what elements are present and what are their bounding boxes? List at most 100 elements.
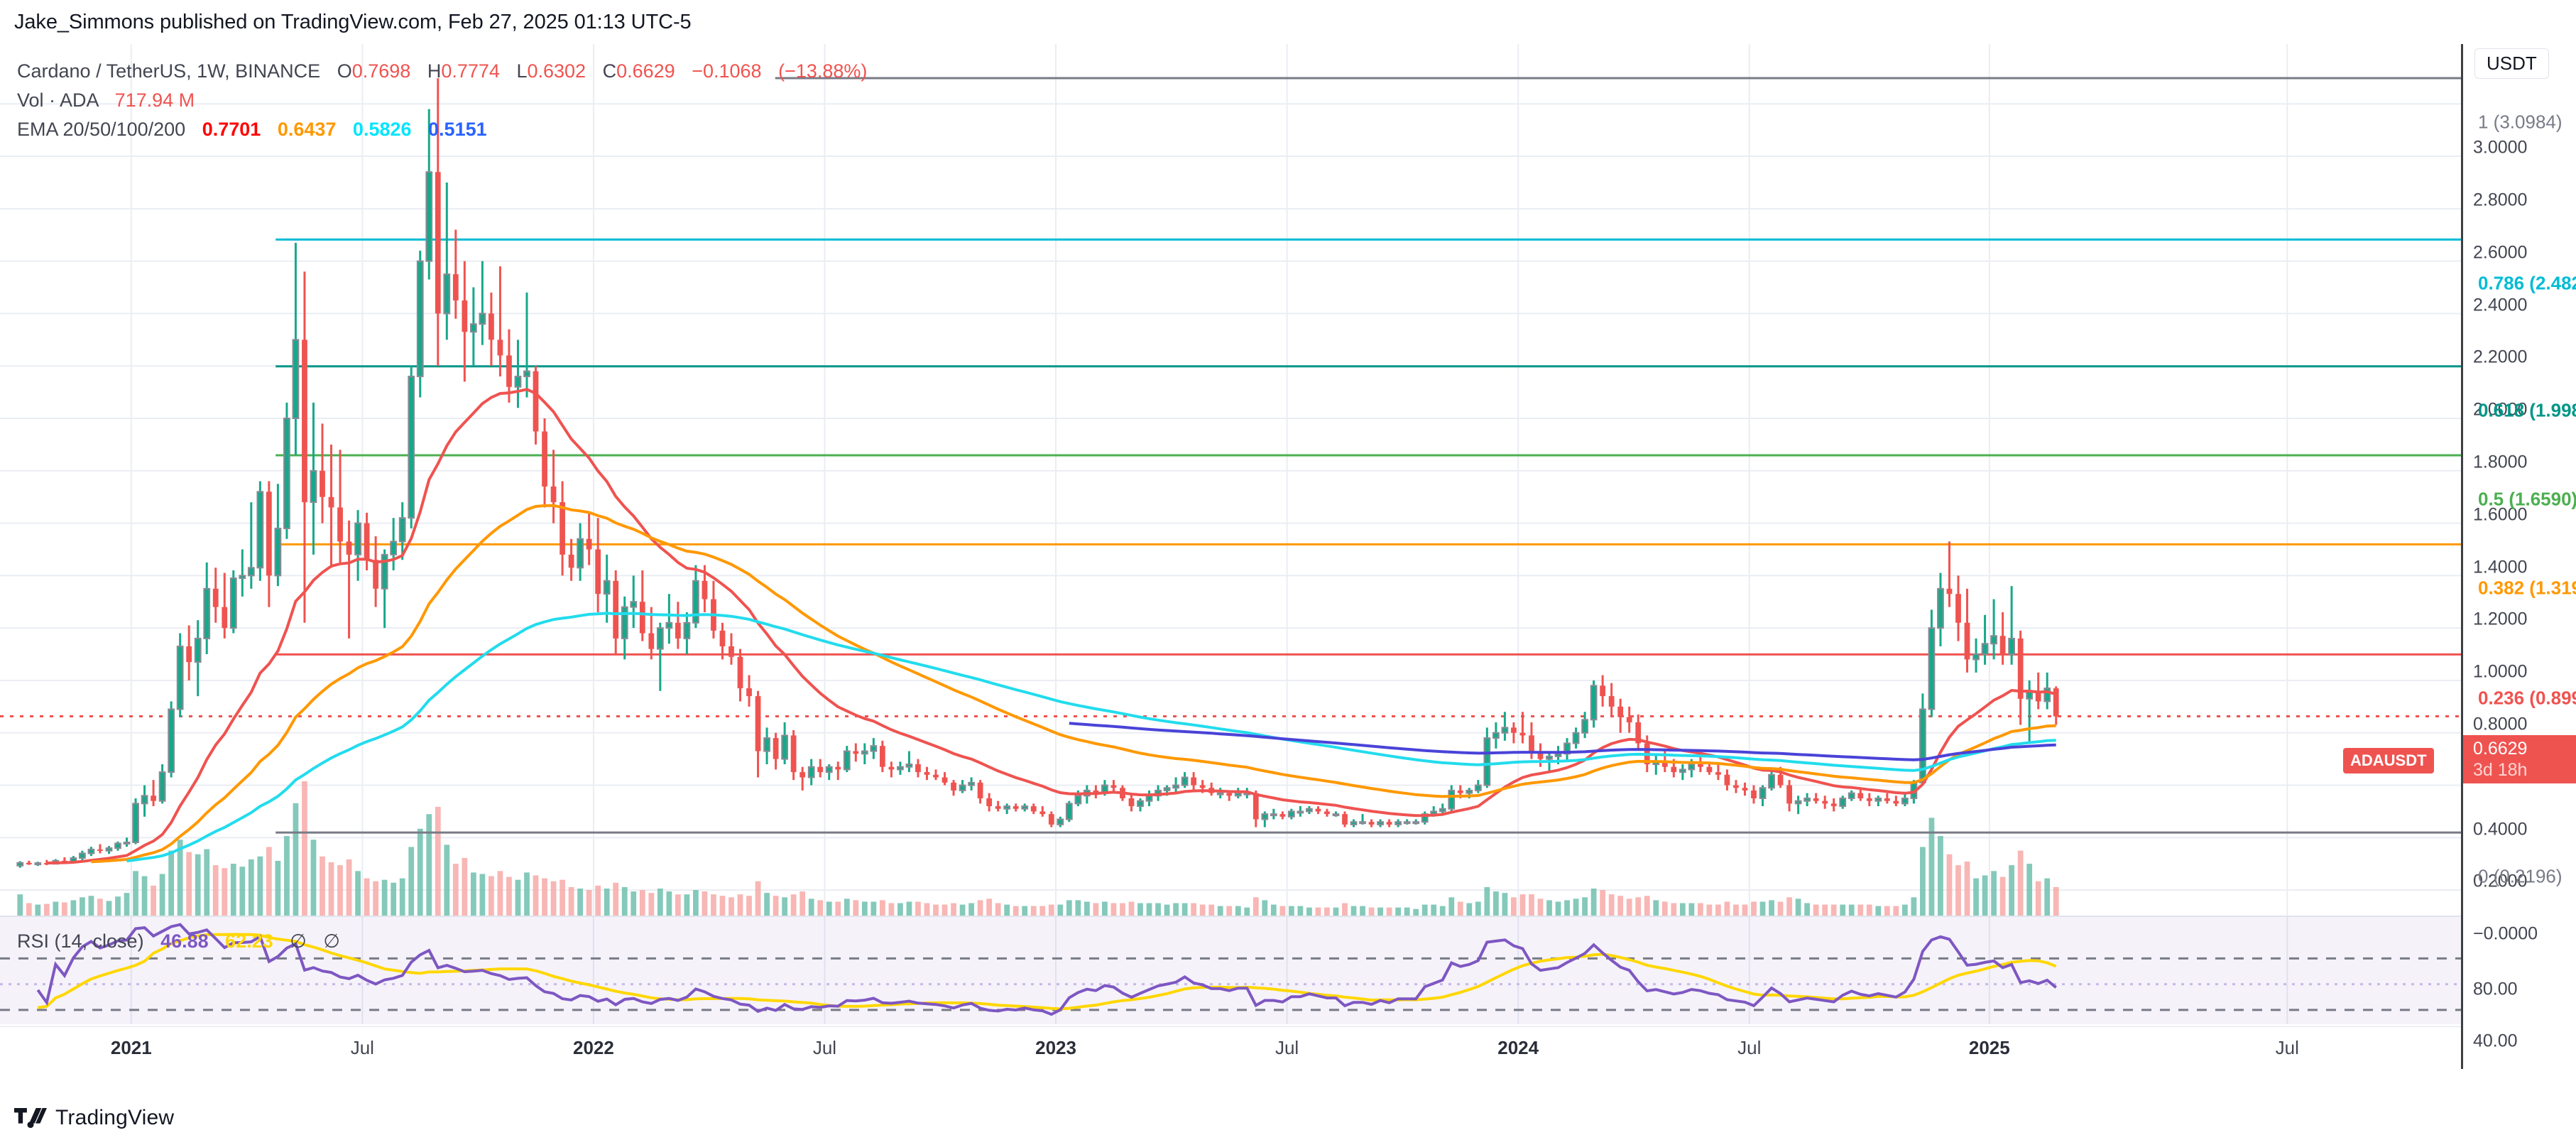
volume-bar <box>586 890 592 916</box>
volume-bar <box>693 890 699 916</box>
candle-body <box>16 862 24 867</box>
candle-body <box>959 784 966 791</box>
legend-row-ema[interactable]: EMA 20/50/100/200 0.7701 0.6437 0.5826 0… <box>17 115 867 144</box>
volume-bar <box>364 878 370 916</box>
candle-body <box>773 738 779 759</box>
volume-bar <box>1288 906 1294 916</box>
publisher-header: Jake_Simmons published on TradingView.co… <box>0 0 2576 44</box>
candle-body <box>915 764 921 773</box>
volume-bar <box>284 836 290 916</box>
volume-bar <box>1617 896 1624 916</box>
legend-high-value: 0.7774 <box>441 60 500 82</box>
volume-bar <box>302 781 307 916</box>
footer: TradingView <box>0 1096 2576 1140</box>
time-tick-label: Jul <box>2275 1037 2299 1058</box>
candle-body <box>1777 774 1784 786</box>
current-price-badge: 0.6629 3d 18h <box>2463 734 2576 783</box>
candle-body <box>1946 588 1953 595</box>
candle-body <box>790 735 797 773</box>
volume-bar <box>1448 897 1455 916</box>
candle-body <box>1937 587 1944 629</box>
legend-row-volume[interactable]: Vol · ADA 717.94 M <box>17 86 867 115</box>
price-tick-label: 3.0000 <box>2473 137 2528 158</box>
legend-ema20-value: 0.7701 <box>202 119 261 140</box>
candle-body <box>1074 795 1082 805</box>
candle-body <box>1048 814 1054 825</box>
candle-body <box>924 772 930 775</box>
candle-body <box>1893 800 1899 804</box>
candle-body <box>1226 793 1233 796</box>
price-axis[interactable]: USDT 3.0000 2.8000 2.6000 2.4000 2.2000 2.000… <box>2461 44 2576 1069</box>
volume-bar <box>515 879 521 916</box>
time-tick-label: 2022 <box>572 1037 614 1058</box>
candle-body <box>479 313 486 325</box>
volume-bar <box>1235 906 1241 916</box>
candle-body <box>1021 805 1029 810</box>
volume-bar <box>995 903 1001 916</box>
volume-bar <box>1999 876 2006 916</box>
candle-body <box>621 606 628 639</box>
candle-body <box>1661 761 1668 767</box>
candle-body <box>1252 793 1259 820</box>
volume-bar <box>1279 906 1286 916</box>
volume-bar <box>1270 904 1277 916</box>
time-axis[interactable]: 2021 Jul 2022 Jul 2023 Jul 2024 Jul 2025 Jul <box>0 1026 2461 1069</box>
volume-bar <box>1226 906 1233 916</box>
volume-bar <box>986 899 993 916</box>
candle-body <box>702 580 708 599</box>
candle-body <box>542 431 547 487</box>
volume-bar <box>43 903 50 916</box>
volume-bar <box>595 885 601 916</box>
volume-bar <box>808 899 814 916</box>
volume-bar <box>666 891 672 916</box>
candle-body <box>1191 777 1197 786</box>
candle-body <box>239 575 246 580</box>
candle-body <box>905 764 913 768</box>
volume-bar <box>1529 894 1534 916</box>
candle-body <box>364 523 370 560</box>
volume-bar <box>542 878 547 916</box>
candle-body <box>1448 789 1456 810</box>
candle-body <box>1972 653 1980 661</box>
price-tick-label: 1.8000 <box>2473 452 2528 472</box>
plot-area[interactable] <box>0 44 2461 1024</box>
candle-body <box>151 796 156 801</box>
volume-bar <box>2026 864 2033 916</box>
volume-bar <box>1173 903 1179 916</box>
volume-bar <box>320 856 325 916</box>
volume-bar <box>1217 906 1223 916</box>
candle-body <box>1030 806 1037 812</box>
price-tick-label: −0.0000 <box>2473 923 2538 944</box>
volume-bar <box>1102 901 1108 916</box>
volume-bar <box>444 845 450 916</box>
volume-bar <box>2017 850 2024 916</box>
volume-bar <box>1484 886 1490 916</box>
candle-body <box>1600 685 1606 697</box>
volume-bar <box>195 854 201 916</box>
rsi-band <box>0 916 2461 1024</box>
legend-row-symbol[interactable]: Cardano / TetherUS, 1W, BINANCE O0.7698 … <box>17 57 867 86</box>
candle-body <box>435 172 441 314</box>
candle-body <box>425 171 433 262</box>
time-tick-label: Jul <box>1275 1037 1299 1058</box>
volume-bar <box>568 886 574 916</box>
volume-bar <box>168 850 175 916</box>
tradingview-mark-icon <box>14 1107 47 1129</box>
candle-body <box>781 734 789 760</box>
currency-badge[interactable]: USDT <box>2474 48 2549 79</box>
candle-body <box>977 782 983 798</box>
volume-bar <box>293 803 299 916</box>
fib-level-label: 0.786 (2.4823) <box>2478 272 2576 294</box>
volume-bar <box>1342 903 1348 916</box>
volume-bar <box>159 874 165 916</box>
candle-body <box>1919 708 1926 783</box>
volume-bar <box>133 871 138 916</box>
candle-body <box>1386 822 1392 825</box>
candle-body <box>1742 788 1748 791</box>
volume-bar <box>613 882 619 916</box>
tradingview-logo[interactable]: TradingView <box>14 1106 174 1130</box>
volume-bar <box>497 871 503 916</box>
volume-bar <box>1697 903 1703 916</box>
candle-body <box>1928 627 1936 710</box>
candle-body <box>1706 766 1713 773</box>
